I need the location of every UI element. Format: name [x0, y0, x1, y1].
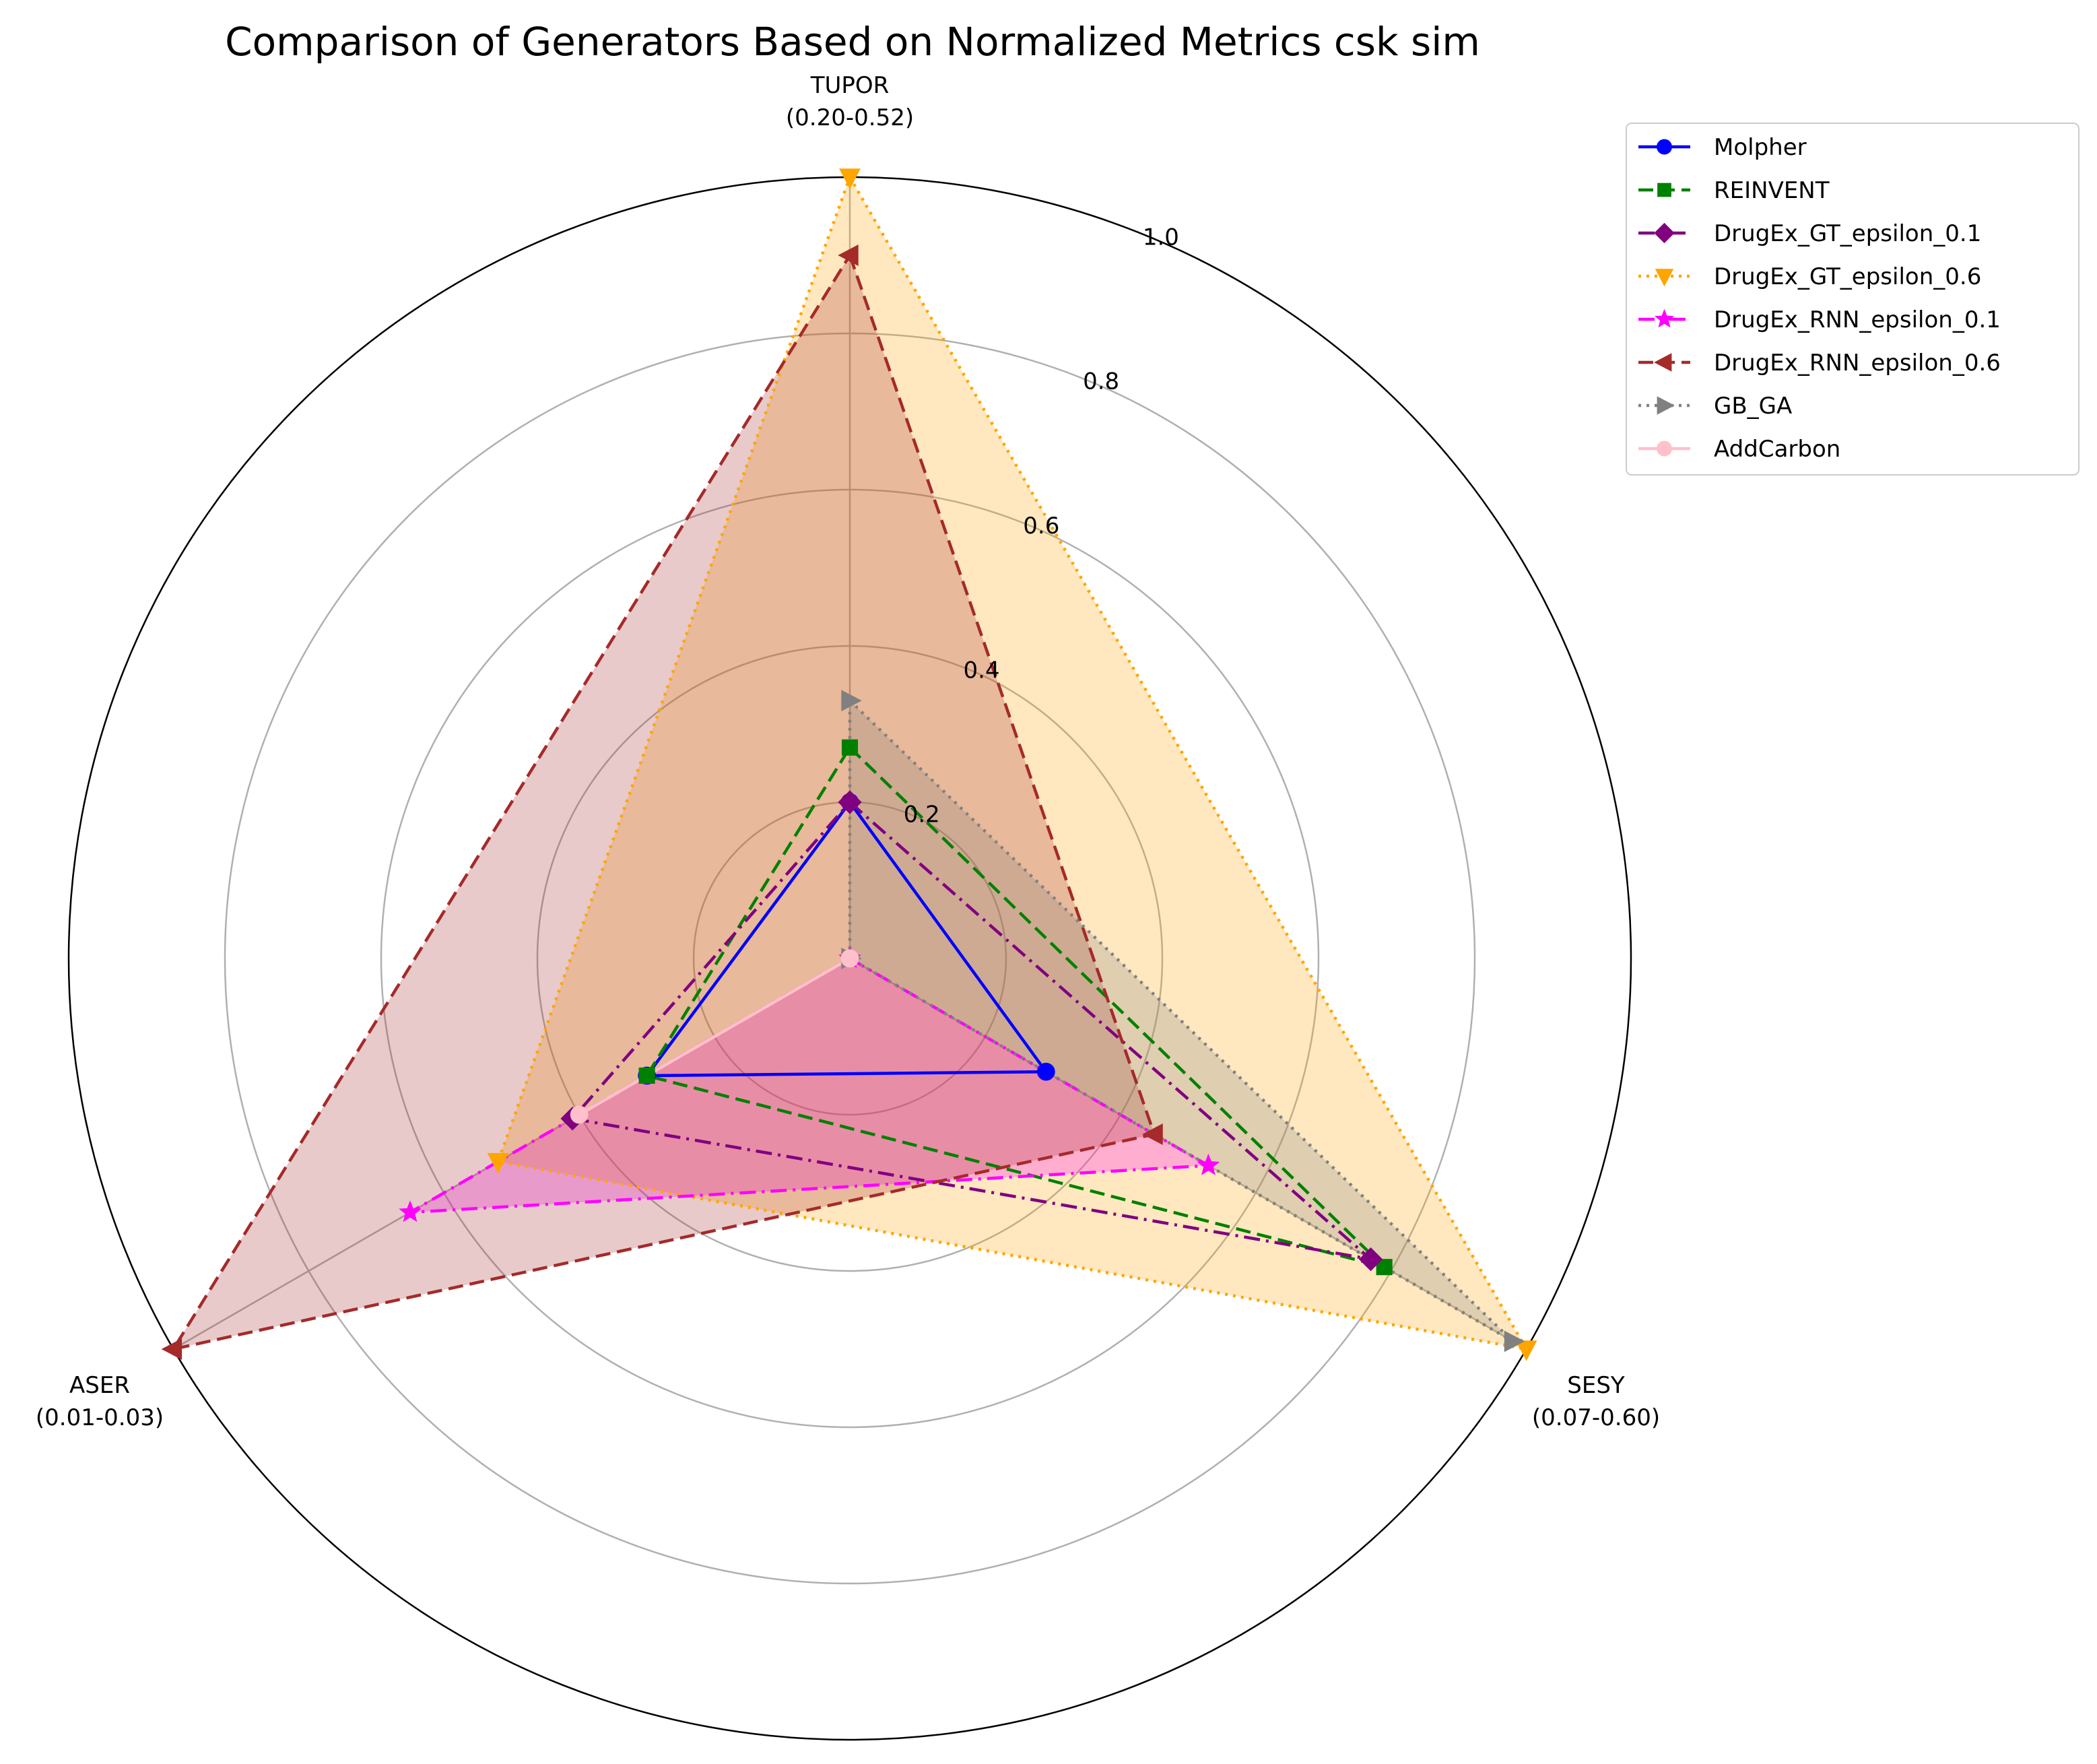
radial-tick-labels: 0.2 0.4 0.6 0.8 1.0 [904, 224, 1179, 828]
series-line-molpher [645, 800, 1048, 1078]
radial-tick-label: 0.8 [1083, 368, 1119, 395]
radial-tick-label: 1.0 [1143, 224, 1179, 251]
axis-label-sesy: SESY (0.07-0.60) [1532, 1372, 1660, 1431]
legend-label: DrugEx_RNN_epsilon_0.6 [1714, 350, 2001, 377]
legend-item-drugex-rnn-epsilon-0-1: DrugEx_RNN_epsilon_0.1 [1638, 306, 2001, 333]
radial-tick-label: 0.6 [1023, 513, 1059, 540]
legend-item-addcarbon: AddCarbon [1638, 436, 1840, 463]
data-point-drugex-gt-epsilon-0-1-tupor [838, 790, 862, 814]
series-lines [172, 175, 1528, 1351]
data-point-drugex-gt-epsilon-0-1-sesy [1358, 1247, 1383, 1272]
axis-range: (0.07-0.60) [1532, 1404, 1660, 1431]
axis-name: SESY [1567, 1372, 1625, 1399]
axis-name: TUPOR [810, 72, 890, 99]
data-point-reinvent-aser [638, 1067, 655, 1084]
legend-item-drugex-gt-epsilon-0-1: DrugEx_GT_epsilon_0.1 [1638, 220, 1981, 247]
legend-marker [1655, 269, 1674, 287]
legend-items: Molpher REINVENT DrugEx_GT_epsilon_0.1 Drug… [1638, 134, 2001, 463]
legend-marker [1657, 139, 1672, 155]
series-fill-drugex-rnn-epsilon-0-6 [173, 255, 1155, 1349]
legend-item-reinvent: REINVENT [1638, 177, 1830, 204]
data-point-drugex-rnn-epsilon-0-1-aser [399, 1200, 422, 1222]
axis-label-aser: ASER (0.01-0.03) [36, 1372, 164, 1431]
series-line-drugex-gt-epsilon-0-6 [496, 175, 1528, 1351]
legend-label: DrugEx_GT_epsilon_0.6 [1714, 263, 1981, 290]
data-point-drugex-gt-epsilon-0-6-aser [487, 1152, 509, 1174]
axis-labels: TUPOR (0.20-0.52) SESY (0.07-0.60) ASER (0.01… [36, 72, 1660, 1431]
data-point-reinvent-tupor [841, 739, 859, 756]
data-point-gb-ga-sesy [1504, 1330, 1525, 1352]
legend-label: Molpher [1714, 134, 1807, 161]
legend-item-molpher: Molpher [1638, 134, 1807, 161]
legend-marker [1657, 440, 1672, 457]
legend-marker [1657, 183, 1671, 197]
axis-name: ASER [69, 1372, 130, 1399]
legend-item-drugex-rnn-epsilon-0-6: DrugEx_RNN_epsilon_0.6 [1638, 350, 2001, 377]
series-line-gb-ga [848, 698, 1514, 1343]
legend-marker [1654, 353, 1672, 372]
legend-marker [1654, 308, 1675, 328]
data-point-drugex-gt-epsilon-0-6-tupor [839, 168, 861, 189]
series-markers [161, 168, 1537, 1361]
data-point-drugex-rnn-epsilon-0-1-sesy [1197, 1153, 1220, 1175]
series-line-reinvent [645, 746, 1386, 1269]
legend-item-drugex-gt-epsilon-0-6: DrugEx_GT_epsilon_0.6 [1638, 263, 1981, 290]
data-point-molpher-sesy [1036, 1062, 1055, 1081]
axis-range: (0.20-0.52) [786, 104, 914, 131]
axis-range: (0.01-0.03) [36, 1404, 164, 1431]
data-point-drugex-gt-epsilon-0-6-sesy [1515, 1340, 1537, 1361]
radial-tick-label: 0.2 [904, 802, 940, 828]
radial-tick-label: 0.4 [964, 657, 1000, 684]
series-line-drugex-gt-epsilon-0-1 [570, 800, 1372, 1261]
data-point-drugex-rnn-epsilon-0-6-tupor [838, 244, 859, 266]
data-point-drugex-rnn-epsilon-0-6-sesy [1142, 1123, 1163, 1145]
legend-label: GB_GA [1714, 393, 1792, 420]
data-point-addcarbon-aser [570, 1105, 589, 1124]
series-fill-drugex-rnn-epsilon-0-1 [410, 958, 1209, 1212]
legend-marker [1657, 396, 1675, 415]
data-point-addcarbon-sesy [840, 949, 859, 968]
series-fills [173, 177, 1527, 1349]
legend-label: REINVENT [1714, 177, 1830, 204]
chart-title: Comparison of Generators Based on Normal… [225, 19, 1480, 65]
legend: Molpher REINVENT DrugEx_GT_epsilon_0.1 Drug… [1626, 123, 2079, 476]
legend-label: DrugEx_RNN_epsilon_0.1 [1714, 306, 2001, 333]
series-fill-drugex-gt-epsilon-0-6 [498, 177, 1527, 1349]
data-point-reinvent-sesy [1376, 1259, 1393, 1276]
legend-frame [1626, 123, 2079, 476]
legend-item-gb-ga: GB_GA [1638, 393, 1792, 420]
legend-marker [1654, 222, 1675, 244]
legend-label: AddCarbon [1714, 436, 1840, 463]
legend-label: DrugEx_GT_epsilon_0.1 [1714, 220, 1981, 247]
data-point-drugex-rnn-epsilon-0-6-aser [161, 1338, 182, 1360]
series-line-drugex-rnn-epsilon-0-6 [172, 253, 1156, 1351]
axis-label-tupor: TUPOR (0.20-0.52) [786, 72, 914, 131]
data-point-gb-ga-tupor [841, 690, 862, 712]
